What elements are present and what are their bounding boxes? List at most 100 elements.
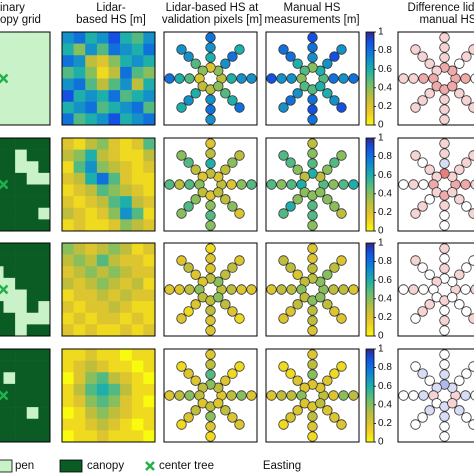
- measurement-point: [454, 269, 465, 280]
- hs-cell: [131, 360, 144, 373]
- measurement-point: [278, 102, 289, 113]
- canopy-cell: [38, 372, 51, 385]
- legend-label: canopy: [87, 460, 124, 472]
- measurement-point: [417, 262, 428, 273]
- hs-cell: [62, 219, 74, 232]
- hs-cell: [120, 78, 133, 91]
- measurement-point: [410, 208, 421, 219]
- measurement-point: [227, 51, 238, 62]
- colorbar-segment: [366, 161, 374, 164]
- panel-frame: [0, 348, 51, 443]
- canopy-cell: [0, 196, 4, 209]
- canopy-cell: [0, 78, 4, 91]
- hs-cell: [131, 407, 144, 420]
- colorbar-segment: [366, 261, 374, 265]
- measurement-point: [322, 299, 333, 310]
- measurement-point: [468, 361, 474, 372]
- colorbar-segment: [366, 349, 374, 352]
- column-header: Lidar-: [96, 2, 126, 14]
- measurement-point: [205, 349, 216, 360]
- hs-cell: [143, 172, 156, 185]
- hs-cell: [120, 266, 133, 279]
- measurement-point: [439, 349, 450, 360]
- hs-cell: [108, 349, 121, 361]
- colorbar-segment: [366, 252, 374, 256]
- canopy-cell: [0, 407, 4, 420]
- measurement-point: [183, 95, 194, 106]
- colorbar-segment: [366, 76, 374, 79]
- colorbar-segment: [366, 390, 374, 394]
- colorbar-segment: [366, 66, 374, 70]
- hs-cell: [143, 407, 156, 420]
- measurement-point: [439, 104, 450, 115]
- colorbar-segment: [366, 411, 374, 415]
- measurement-point: [348, 73, 359, 84]
- measurement-point: [447, 292, 458, 303]
- canopy-cell: [15, 78, 28, 91]
- canopy-cell: [15, 383, 28, 396]
- hs-cell: [108, 113, 121, 126]
- hs-cell: [143, 243, 156, 255]
- canopy-cell: [26, 101, 39, 114]
- canopy-cell: [0, 243, 4, 255]
- hs-cell: [108, 219, 121, 232]
- measurement-point: [227, 306, 238, 317]
- hs-cell: [131, 324, 144, 337]
- panel-frame: [0, 137, 51, 232]
- hs-cell: [85, 78, 98, 91]
- hs-cell: [96, 372, 109, 385]
- hs-cell: [73, 324, 86, 337]
- colorbar-segment: [366, 214, 374, 218]
- canopy-cell: [26, 172, 39, 185]
- measurement-point: [285, 306, 296, 317]
- measurement-point: [307, 243, 318, 254]
- colorbar-segment: [366, 437, 374, 441]
- colorbar-segment: [366, 266, 374, 269]
- measurement-point: [424, 299, 435, 310]
- colorbar-segment: [366, 305, 374, 309]
- hs-cell: [62, 301, 74, 314]
- hs-cell: [120, 349, 133, 361]
- colorbar-segment: [366, 331, 374, 335]
- canopy-cell: [26, 138, 39, 150]
- hs-cell: [143, 90, 156, 103]
- canopy-cell: [38, 349, 51, 361]
- measurement-point: [205, 263, 216, 274]
- hs-cell: [120, 207, 133, 220]
- canopy-cell: [38, 172, 51, 185]
- colorbar-segment: [366, 78, 374, 82]
- measurement-point: [348, 284, 359, 295]
- measurement-point: [164, 179, 175, 190]
- hs-cell: [120, 372, 133, 385]
- measurement-point: [292, 375, 303, 386]
- colorbar-segment: [366, 104, 374, 107]
- colorbar-segment: [366, 83, 374, 86]
- hs-cell: [131, 289, 144, 302]
- hs-cell: [131, 383, 144, 396]
- colorbar-tick-label: 1: [378, 344, 384, 355]
- hs-cell: [73, 55, 86, 68]
- measurement-point: [278, 313, 289, 324]
- canopy-cell: [3, 207, 16, 220]
- canopy-cell: [15, 243, 28, 255]
- colorbar-segment: [366, 193, 374, 197]
- canopy-cell: [38, 43, 51, 56]
- hs-cell: [120, 43, 133, 56]
- colorbar-segment: [366, 120, 374, 124]
- canopy-cell: [38, 360, 51, 373]
- hs-cell: [131, 161, 144, 174]
- hs-cell: [96, 101, 109, 114]
- measurement-point: [285, 412, 296, 423]
- colorbar-segment: [366, 249, 374, 253]
- canopy-cell: [15, 395, 28, 408]
- canopy-cell: [3, 243, 16, 255]
- canopy-cell: [26, 312, 39, 325]
- canopy-cell: [26, 324, 39, 337]
- measurement-point: [461, 201, 472, 212]
- hs-cell: [62, 243, 74, 255]
- hs-cell: [96, 184, 109, 197]
- hs-cell: [108, 383, 121, 396]
- canopy-cell: [3, 254, 16, 267]
- hs-cell: [108, 101, 121, 114]
- colorbar-segment: [366, 203, 374, 206]
